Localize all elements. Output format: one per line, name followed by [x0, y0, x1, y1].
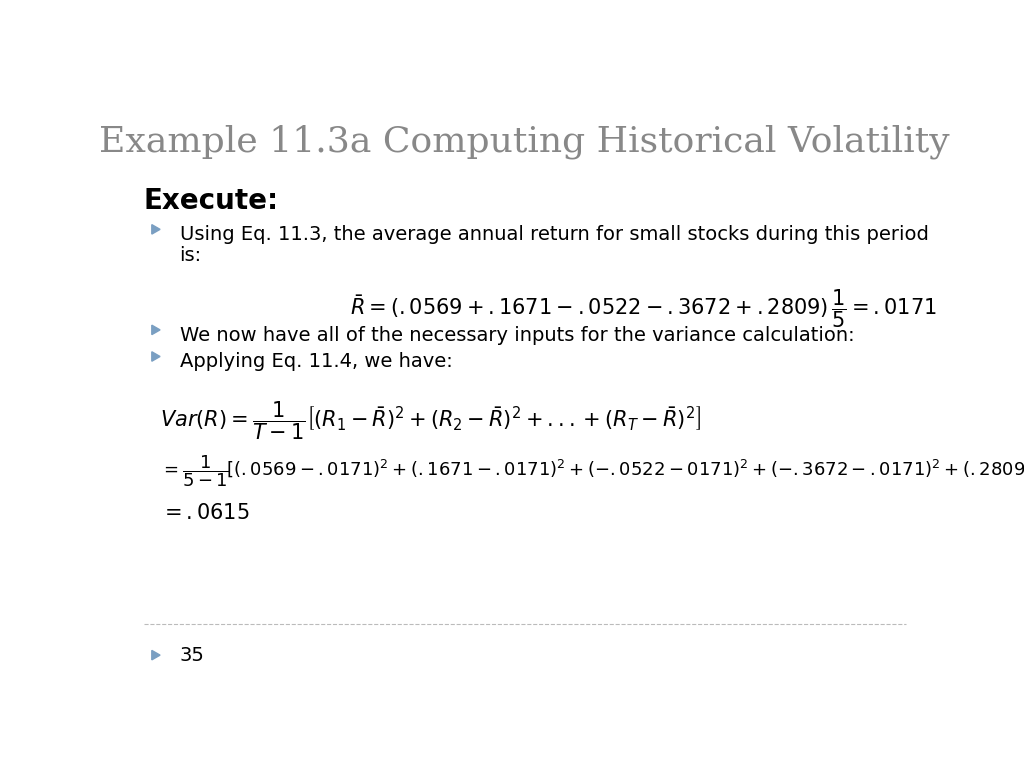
Text: 35: 35 — [179, 646, 205, 664]
Polygon shape — [152, 224, 160, 234]
Text: Execute:: Execute: — [143, 187, 279, 215]
Text: Example 11.3a Computing Historical Volatility: Example 11.3a Computing Historical Volat… — [99, 124, 950, 159]
Text: $Var(R) = \dfrac{1}{T-1}\left[(R_1 - \bar{R})^2 + (R_2 - \bar{R})^2 + ... + (R_T: $Var(R) = \dfrac{1}{T-1}\left[(R_1 - \ba… — [160, 399, 700, 442]
Polygon shape — [152, 650, 160, 660]
Polygon shape — [152, 325, 160, 335]
Text: is:: is: — [179, 246, 202, 265]
Text: Using Eq. 11.3, the average annual return for small stocks during this period: Using Eq. 11.3, the average annual retur… — [179, 225, 929, 244]
Text: Applying Eq. 11.4, we have:: Applying Eq. 11.4, we have: — [179, 353, 453, 372]
Text: $= \dfrac{1}{5-1}\!\left[(.0569 - .0171)^2 + (.1671 - .0171)^2 + (-.0522 - 0171): $= \dfrac{1}{5-1}\!\left[(.0569 - .0171)… — [160, 453, 1024, 488]
Text: $= .0615$: $= .0615$ — [160, 503, 249, 523]
Polygon shape — [152, 352, 160, 361]
Text: We now have all of the necessary inputs for the variance calculation:: We now have all of the necessary inputs … — [179, 326, 854, 345]
Text: $\bar{R} = (.0569 + .1671 - .0522 - .3672 + .2809)\,\dfrac{1}{5} = .0171$: $\bar{R} = (.0569 + .1671 - .0522 - .367… — [350, 287, 937, 329]
